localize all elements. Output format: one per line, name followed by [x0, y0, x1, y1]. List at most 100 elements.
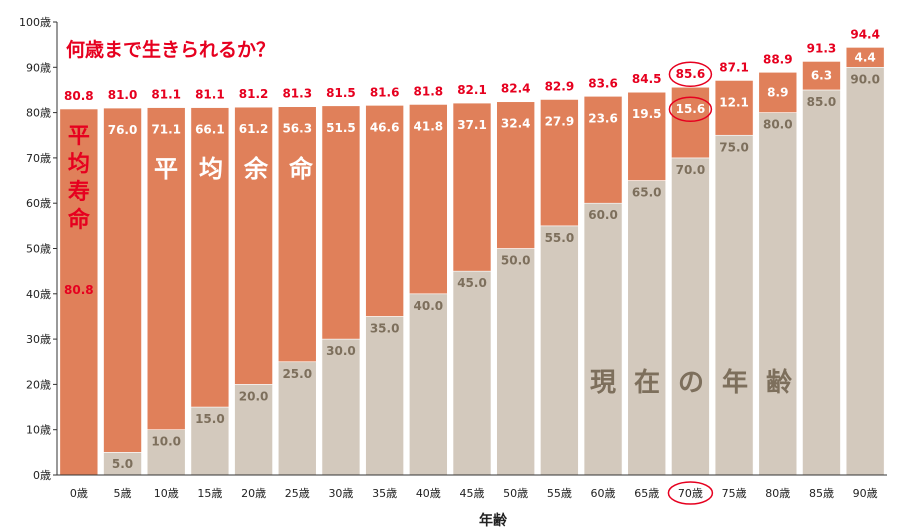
- remaining-life-value-label: 27.9: [545, 114, 575, 128]
- bar-remaining-life: [452, 102, 492, 272]
- annotation-life-expectancy-char: 均: [68, 151, 90, 177]
- bar-remaining-life: [321, 105, 361, 340]
- bar-remaining-life: [714, 80, 754, 136]
- bar-current-age: [496, 248, 535, 476]
- bar-remaining-life: [365, 105, 404, 317]
- total-value-label: 88.9: [763, 52, 793, 66]
- total-value-label: 85.6: [676, 67, 706, 81]
- remaining-life-value-label: 41.8: [414, 119, 444, 133]
- bar-remaining-life: [758, 71, 798, 113]
- x-tick-label: 90歳: [853, 487, 878, 500]
- total-value-label: 87.1: [719, 60, 749, 74]
- remaining-life-value-label: 32.4: [501, 117, 531, 131]
- remaining-life-value-label: 19.5: [632, 107, 662, 121]
- x-tick-label: 15歳: [197, 487, 222, 500]
- labels-layer: 0歳 80.8 80.8 5歳 81.0 5.0 76.0 10歳 81.1 10.0 71.1 15…: [64, 27, 880, 505]
- axes-layer: 0歳 10歳 20歳 30歳 40歳 50歳 60歳 70歳 80歳 90歳 100歳: [19, 16, 887, 482]
- bar-remaining-life: [103, 107, 142, 453]
- current-age-value-label: 30.0: [326, 344, 356, 358]
- current-age-value-label: 5.0: [112, 457, 133, 471]
- current-age-value-label: 35.0: [370, 321, 400, 335]
- current-age-value-label: 90.0: [850, 72, 880, 86]
- annotation-life-expectancy-char: 寿: [68, 179, 90, 205]
- y-tick-label: 80歳: [26, 107, 51, 120]
- bar-current-age: [583, 202, 623, 476]
- x-tick-label: 75歳: [722, 487, 747, 500]
- highlight-ring-age: [667, 481, 714, 505]
- y-tick-label: 30歳: [26, 333, 51, 346]
- annotation-life-expectancy-char: 命: [68, 207, 91, 233]
- y-tick-label: 50歳: [26, 243, 51, 256]
- x-tick-label: 70歳: [678, 487, 703, 500]
- annotation-remaining-life-char: 命: [289, 155, 314, 183]
- x-tick-label: 10歳: [154, 487, 179, 500]
- x-tick-label: 60歳: [591, 487, 616, 500]
- total-value-label: 81.1: [195, 88, 225, 102]
- bar-current-age: [714, 134, 754, 476]
- remaining-life-value-label: 37.1: [457, 118, 487, 132]
- x-tick-label: 5歳: [114, 487, 132, 500]
- annotation-remaining-life-char: 余: [243, 155, 269, 183]
- x-tick-label: 85歳: [809, 487, 834, 500]
- total-value-label: 94.4: [850, 27, 880, 41]
- annotation-current-age-char: の: [678, 368, 704, 398]
- total-value-label: 81.6: [370, 85, 400, 99]
- remaining-life-value-label: 23.6: [588, 111, 618, 125]
- x-tick-label: 20歳: [241, 487, 266, 500]
- bar-current-age: [671, 157, 710, 476]
- x-tick-label: 50歳: [503, 487, 528, 500]
- bar-current-age: [321, 338, 361, 476]
- total-value-label: 81.1: [151, 88, 181, 102]
- y-tick-label: 40歳: [26, 288, 51, 301]
- bars-layer: [59, 47, 885, 476]
- bar-remaining-life: [146, 107, 186, 431]
- current-age-value-label: 15.0: [195, 412, 225, 426]
- total-value-label: 83.6: [588, 76, 618, 90]
- remaining-life-value-label: 56.3: [282, 122, 312, 136]
- current-age-value-label: 80.0: [763, 118, 793, 132]
- bar-remaining-life: [234, 106, 273, 385]
- x-tick-label: 80歳: [765, 487, 790, 500]
- bar-current-age: [409, 293, 448, 476]
- bar-current-age: [540, 225, 579, 476]
- total-value-label: 91.3: [807, 41, 837, 55]
- remaining-life-value-label: 15.6: [676, 102, 706, 116]
- bar-current-age: [452, 270, 492, 476]
- x-tick-label: 30歳: [328, 487, 353, 500]
- bar-remaining-life: [802, 61, 841, 91]
- bar-remaining-life: [845, 47, 885, 68]
- current-age-value-label: 10.0: [151, 435, 181, 449]
- highlight-ring-total: [668, 61, 713, 87]
- annotation-current-age-char: 齢: [766, 367, 793, 398]
- total-value-label: 81.8: [414, 84, 444, 98]
- remaining-life-value-label: 51.5: [326, 121, 356, 135]
- current-age-value-label: 60.0: [588, 208, 618, 222]
- bar-remaining-life: [540, 99, 579, 227]
- bar-current-age: [627, 180, 667, 476]
- y-tick-label: 70歳: [26, 152, 51, 165]
- bar-remaining-life: [583, 95, 623, 204]
- bar-current-age: [758, 112, 798, 476]
- remaining-life-value-label: 6.3: [811, 69, 832, 83]
- current-age-value-label: 85.0: [807, 95, 837, 109]
- current-age-value-label: 75.0: [719, 140, 749, 154]
- total-value-label: 81.3: [282, 87, 312, 101]
- bar-remaining-life: [277, 106, 317, 363]
- bar-remaining-life: [496, 101, 535, 249]
- annotation-life-expectancy-char: 平: [68, 124, 90, 149]
- total-value-label: 84.5: [632, 72, 662, 86]
- bar-remaining-life: [190, 107, 230, 408]
- remaining-life-value-label: 76.0: [108, 123, 138, 137]
- remaining-life-value-label: 71.1: [151, 123, 181, 137]
- current-age-value-label: 55.0: [545, 231, 575, 245]
- current-age-value-label: 65.0: [632, 186, 662, 200]
- x-tick-label: 0歳: [70, 487, 88, 500]
- x-axis-label: 年齢: [479, 512, 508, 529]
- total-value-label: 80.8: [64, 89, 94, 103]
- annotation-remaining-life-char: 平: [154, 155, 178, 183]
- x-tick-label: 25歳: [285, 487, 310, 500]
- remaining-life-value-label: 12.1: [719, 95, 749, 109]
- annotation-current-age-char: 年: [722, 367, 748, 398]
- total-value-label: 82.4: [501, 82, 531, 96]
